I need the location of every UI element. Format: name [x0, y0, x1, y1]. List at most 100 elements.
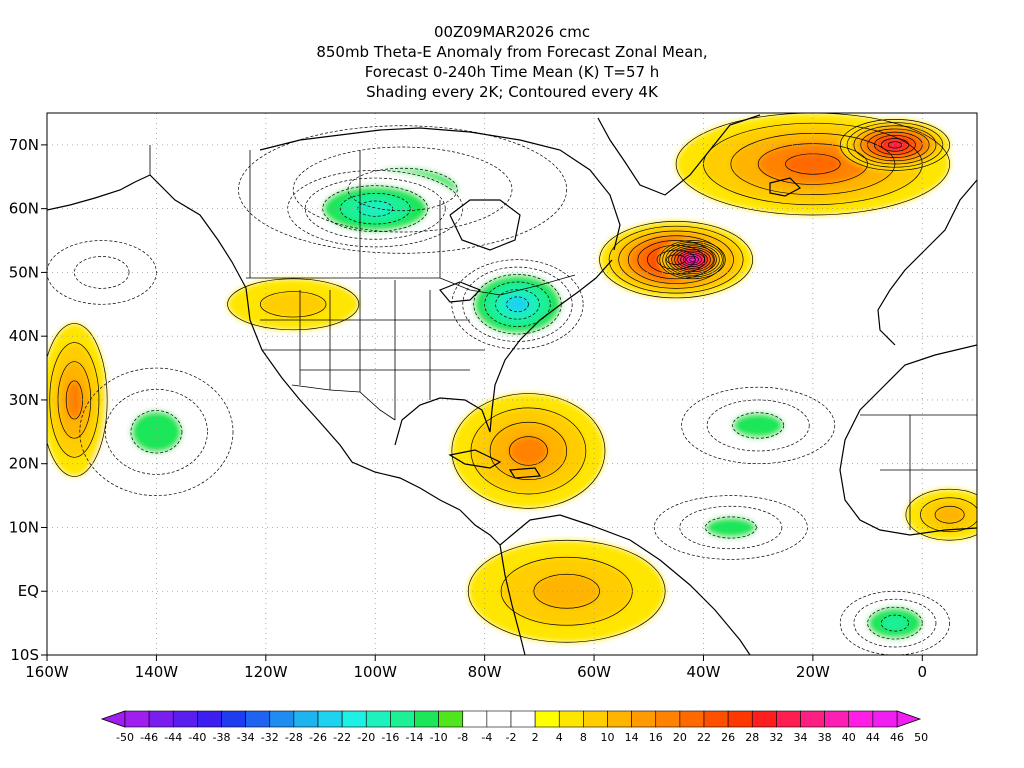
colorbar-swatch: [510, 710, 536, 728]
colorbar-label: -40: [188, 731, 206, 744]
anomaly-region: [935, 506, 965, 524]
longitude-label: 60W: [577, 663, 611, 681]
colorbar-swatch: [679, 710, 705, 728]
anomaly-contour: [920, 497, 977, 533]
colorbar-swatch: [776, 710, 801, 728]
south-america-coast: [499, 514, 751, 655]
anomaly-contour: [489, 421, 568, 480]
anomaly-contour: [618, 230, 734, 289]
anomaly-contour: [674, 248, 711, 271]
map-frame: [46, 112, 978, 656]
colorbar-swatch: [124, 710, 150, 728]
colorbar-label: 46: [890, 731, 904, 744]
anomaly-region: [260, 291, 327, 318]
anomaly-contour: [659, 240, 726, 280]
colorbar-swatch: [872, 710, 898, 728]
title-shading-info: Shading every 2K; Contoured every 4K: [366, 83, 658, 101]
colorbar-swatch: [148, 710, 174, 728]
colorbar-label: -44: [164, 731, 182, 744]
colorbar-label: 40: [842, 731, 856, 744]
anomaly-region: [130, 410, 182, 454]
anomaly-contour: [839, 119, 950, 171]
colorbar-swatch: [293, 710, 319, 728]
anomaly-contour: [853, 125, 937, 165]
colorbar-label: 50: [914, 731, 928, 744]
colorbar-label: -38: [213, 731, 231, 744]
colorbar-swatch: [848, 710, 874, 728]
latitude-label: 60N: [9, 200, 39, 218]
title-forecast-period: Forecast 0-240h Time Mean (K) T=57 h: [364, 63, 660, 81]
colorbar-swatch: [317, 710, 343, 728]
anomaly-contour: [260, 291, 327, 318]
anomaly-contour: [292, 146, 513, 233]
anomaly-contour: [839, 590, 950, 655]
us-canada-border: [246, 274, 576, 296]
colorbar-label: -34: [237, 731, 255, 744]
hudson-bay-coast: [449, 199, 521, 251]
colorbar-swatch: [365, 710, 391, 728]
colorbar-label: -26: [309, 731, 327, 744]
africa-borders: [860, 414, 977, 530]
alaska-coast: [47, 174, 151, 211]
colorbar-label: -4: [481, 731, 492, 744]
colorbar-label: -8: [457, 731, 468, 744]
anomaly-contour: [608, 225, 744, 294]
anomaly-region: [509, 436, 548, 466]
anomaly-contour: [671, 247, 714, 273]
colorbar-swatch: [438, 710, 464, 728]
colorbar-label: 4: [556, 731, 563, 744]
map-title: 00Z09MAR2026 cmc 850mb Theta-E Anomaly f…: [0, 22, 1024, 102]
colorbar-swatch: [583, 710, 608, 728]
anomaly-contour: [462, 266, 573, 342]
cuba-coast: [448, 449, 502, 469]
us-state-lines: [260, 280, 485, 420]
anomaly-contour: [905, 488, 977, 541]
colorbar-swatch: [221, 710, 246, 728]
anomaly-region: [705, 516, 757, 539]
anomaly-region: [881, 615, 909, 632]
colorbar-label: 16: [649, 731, 663, 744]
colorbar-label: 34: [794, 731, 808, 744]
anomaly-contour: [451, 259, 584, 350]
colorbar-label: 10: [601, 731, 615, 744]
anomaly-contour: [508, 436, 548, 466]
longitude-label: 140W: [135, 663, 179, 681]
europe-coast: [877, 179, 977, 346]
anomaly-contour: [238, 125, 568, 254]
anomaly-region: [74, 256, 130, 289]
anomaly-contour: [47, 240, 157, 305]
colorbar-label: -10: [430, 731, 448, 744]
canada-arctic-coast: [259, 127, 621, 251]
colorbar-high-arrow: [896, 710, 922, 728]
anomaly-contour: [227, 278, 360, 331]
colorbar-label: -28: [285, 731, 303, 744]
colorbar-label: 44: [866, 731, 880, 744]
longitude-label: 120W: [244, 663, 288, 681]
latitude-label: 50N: [9, 263, 39, 281]
colorbar-swatch: [655, 710, 681, 728]
longitude-label: 0: [918, 663, 928, 681]
longitude-label: 20W: [796, 663, 830, 681]
latitude-label: 30N: [9, 391, 39, 409]
anomaly-contours: [47, 113, 977, 655]
longitude-label: 160W: [25, 663, 69, 681]
canada-provinces: [149, 145, 441, 278]
anomaly-contour: [887, 141, 903, 149]
anomaly-contour: [689, 257, 696, 262]
anomaly-contour: [637, 240, 715, 280]
anomaly-region: [888, 141, 902, 149]
anomaly-contour: [668, 245, 717, 274]
longitude-labels: 160W 140W 120W 100W 80W 60W 40W 20W 0: [25, 663, 927, 681]
latitude-label: EQ: [18, 582, 39, 600]
anomaly-contour: [681, 386, 836, 465]
colorbar-label: -46: [140, 731, 158, 744]
colorbar-swatch: [390, 710, 415, 728]
colorbar-low-arrow: [100, 710, 126, 728]
anomaly-contour: [934, 505, 965, 524]
colorbar-label: -16: [381, 731, 399, 744]
anomaly-contour: [683, 254, 702, 266]
anomaly-contour: [451, 393, 606, 509]
anomaly-contour: [506, 296, 529, 313]
axis-ticks: [41, 144, 923, 661]
